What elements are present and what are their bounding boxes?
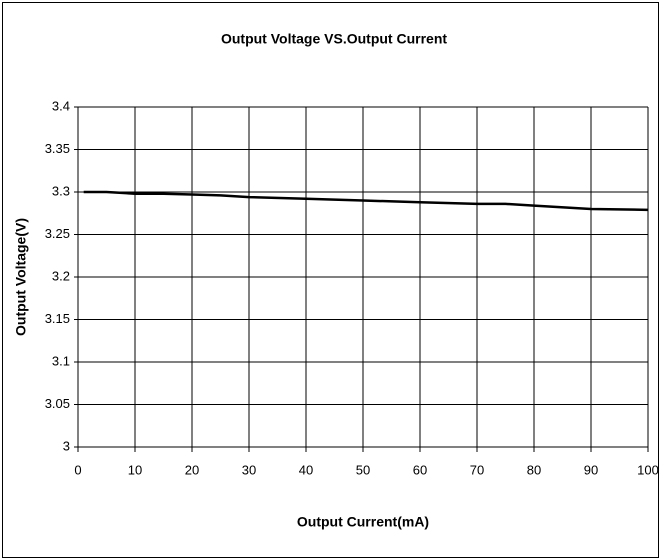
x-tick-label: 90 [584, 462, 598, 477]
y-tick-label: 3.1 [52, 353, 70, 368]
y-tick-label: 3.25 [45, 226, 70, 241]
x-tick-label: 50 [356, 462, 370, 477]
x-tick-label: 70 [470, 462, 484, 477]
x-tick-label: 10 [128, 462, 142, 477]
data-line [83, 190, 649, 212]
y-tick-label: 3.2 [52, 268, 70, 283]
y-axis-label: Output Voltage(V) [13, 218, 29, 336]
x-tick-label: 20 [185, 462, 199, 477]
x-tick-label: 0 [74, 462, 81, 477]
x-tick-label: 60 [413, 462, 427, 477]
x-axis-label: Output Current(mA) [297, 514, 429, 530]
x-tick-label: 30 [242, 462, 256, 477]
y-tick-label: 3.15 [45, 311, 70, 326]
y-tick-label: 3 [63, 438, 70, 453]
chart-title: Output Voltage VS.Output Current [221, 31, 447, 47]
x-tick-label: 100 [637, 462, 659, 477]
y-tick-label: 3.3 [52, 183, 70, 198]
y-tick-label: 3.05 [45, 396, 70, 411]
x-tick-label: 80 [527, 462, 541, 477]
x-tick-label: 40 [299, 462, 313, 477]
y-tick-label: 3.35 [45, 141, 70, 156]
y-tick-label: 3.4 [52, 98, 70, 113]
